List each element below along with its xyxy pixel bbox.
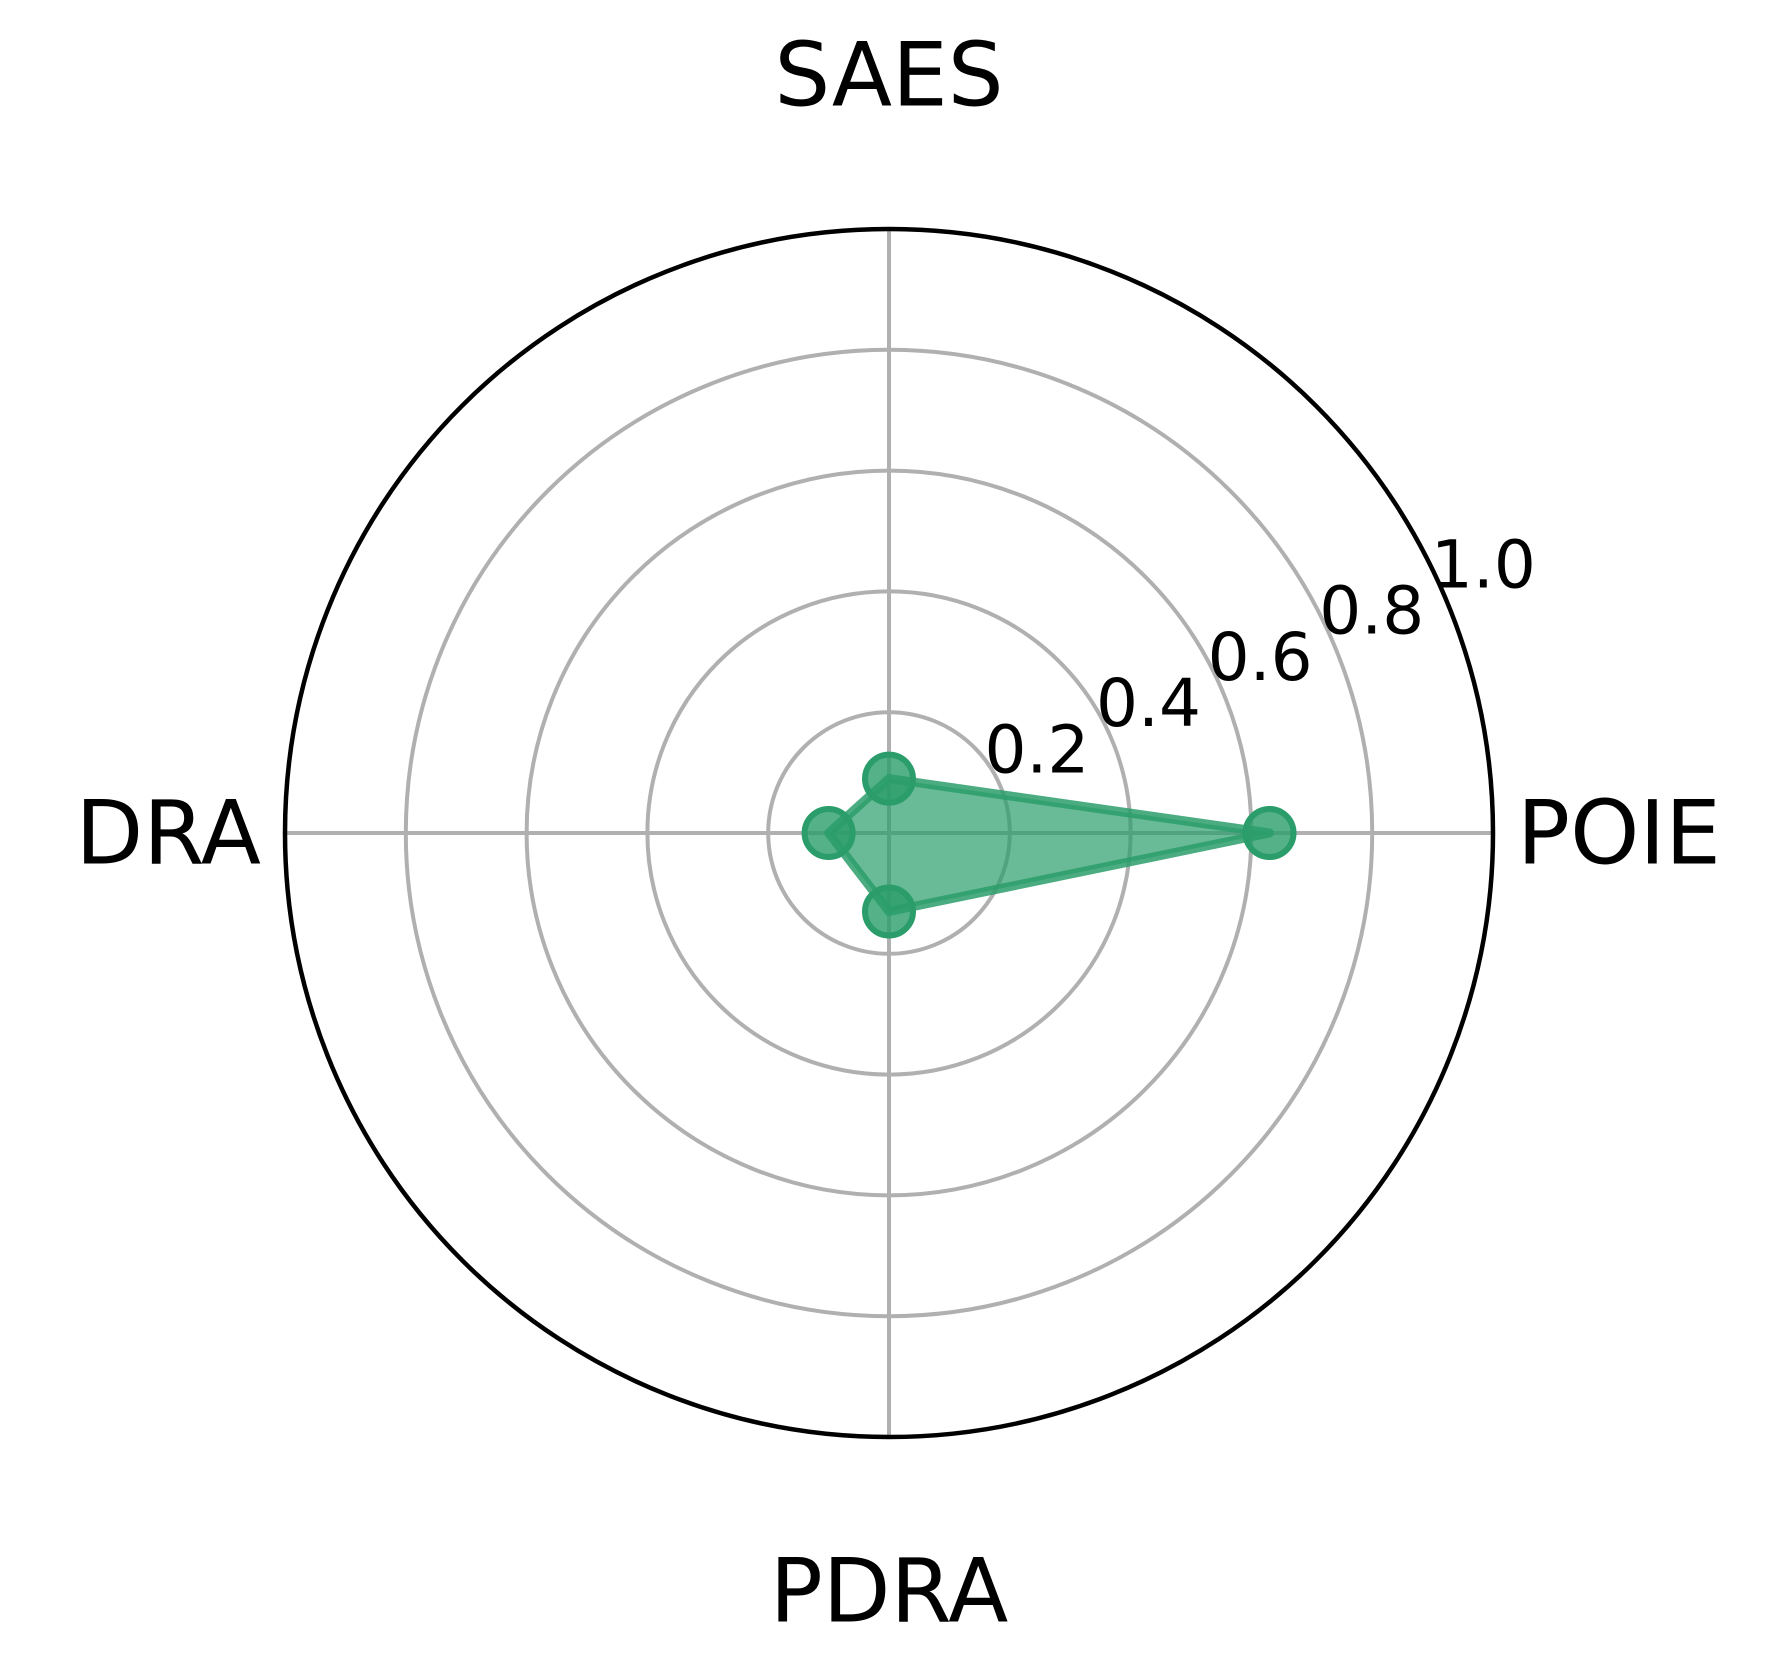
- data-point-pdra: [862, 884, 916, 939]
- axis-label-pdra: PDRA: [770, 1540, 1009, 1643]
- data-point-dra: [801, 806, 856, 860]
- data-point-saes: [862, 751, 916, 806]
- axis-label-saes: SAES: [774, 24, 1003, 127]
- label-layer: 0.20.40.60.81.0 POIE SAES DRA PDRA: [75, 24, 1720, 1643]
- data-layer: [801, 751, 1297, 939]
- axis-label-dra: DRA: [75, 782, 261, 885]
- radial-tick-label: 1.0: [1431, 527, 1536, 604]
- outer-frame: [282, 226, 1496, 1440]
- radial-tick-label: 0.6: [1208, 619, 1313, 696]
- radial-tick-label: 0.8: [1319, 573, 1424, 650]
- radial-tick-label: 0.4: [1096, 665, 1201, 742]
- axis-label-poie: POIE: [1517, 782, 1721, 885]
- data-point-poie: [1242, 806, 1297, 860]
- radial-tick-label: 0.2: [984, 711, 1089, 788]
